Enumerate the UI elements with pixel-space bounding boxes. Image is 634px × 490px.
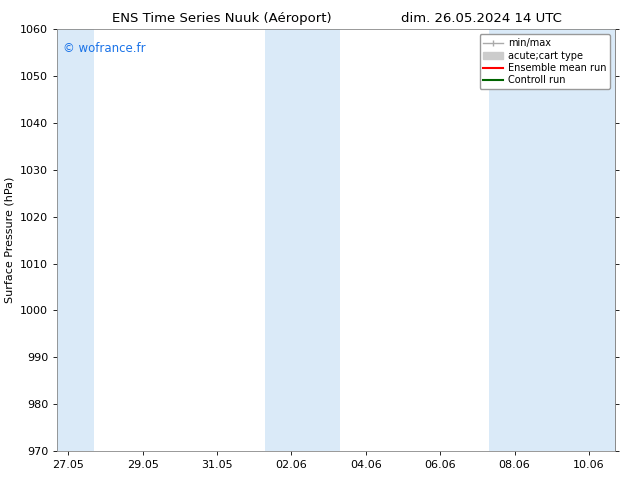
Text: ENS Time Series Nuuk (Aéroport): ENS Time Series Nuuk (Aéroport) <box>112 12 332 25</box>
Text: © wofrance.fr: © wofrance.fr <box>63 42 145 55</box>
Bar <box>489 29 615 451</box>
Text: dim. 26.05.2024 14 UTC: dim. 26.05.2024 14 UTC <box>401 12 562 25</box>
Legend: min/max, acute;cart type, Ensemble mean run, Controll run: min/max, acute;cart type, Ensemble mean … <box>479 34 610 89</box>
Bar <box>57 29 94 451</box>
Y-axis label: Surface Pressure (hPa): Surface Pressure (hPa) <box>4 177 15 303</box>
Bar <box>266 29 340 451</box>
